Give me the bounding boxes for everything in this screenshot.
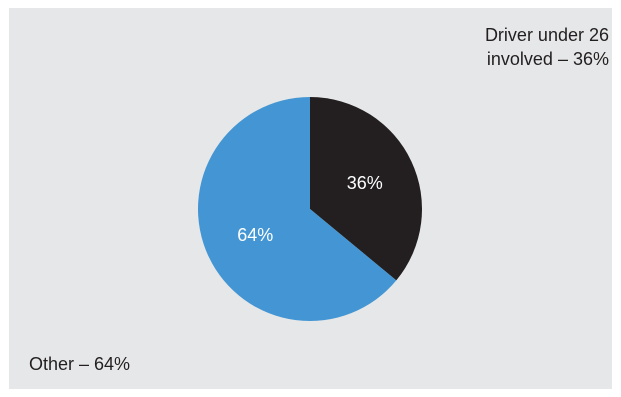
pie-slice-64 <box>197 97 397 321</box>
pie-slice-36 <box>310 97 422 281</box>
legend-driver-line-1: Driver under 26 <box>484 25 609 45</box>
legend-driver-line-2: involved – 36% <box>486 49 609 69</box>
slice-label-64: 64% <box>237 225 273 245</box>
legend-driver-under-26: Driver under 26 involved – 36% <box>409 23 609 71</box>
slice-label-36: 36% <box>347 173 383 193</box>
legend-other: Other – 64% <box>29 354 131 374</box>
